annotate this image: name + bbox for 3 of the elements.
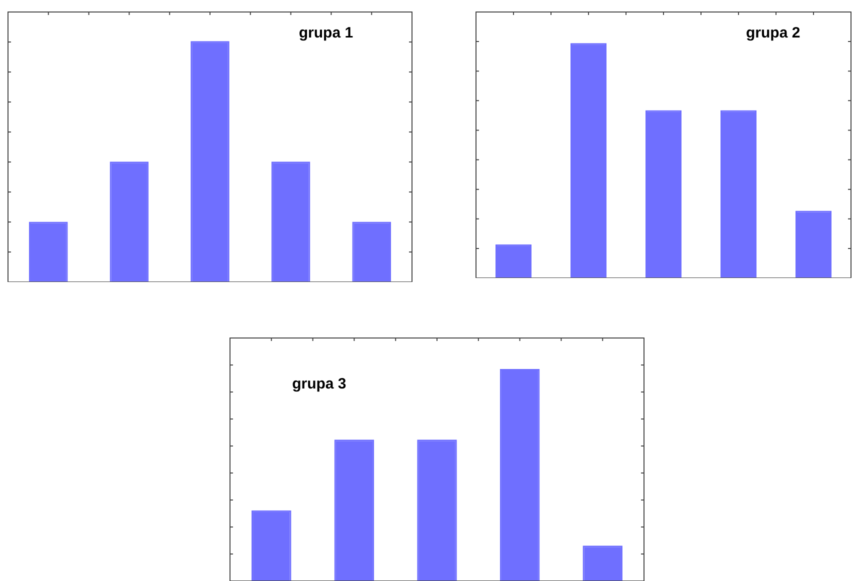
chart-title: grupa 1 [298, 24, 354, 42]
chart-title: grupa 2 [746, 24, 800, 42]
chart-title: grupa 3 [292, 375, 346, 392]
